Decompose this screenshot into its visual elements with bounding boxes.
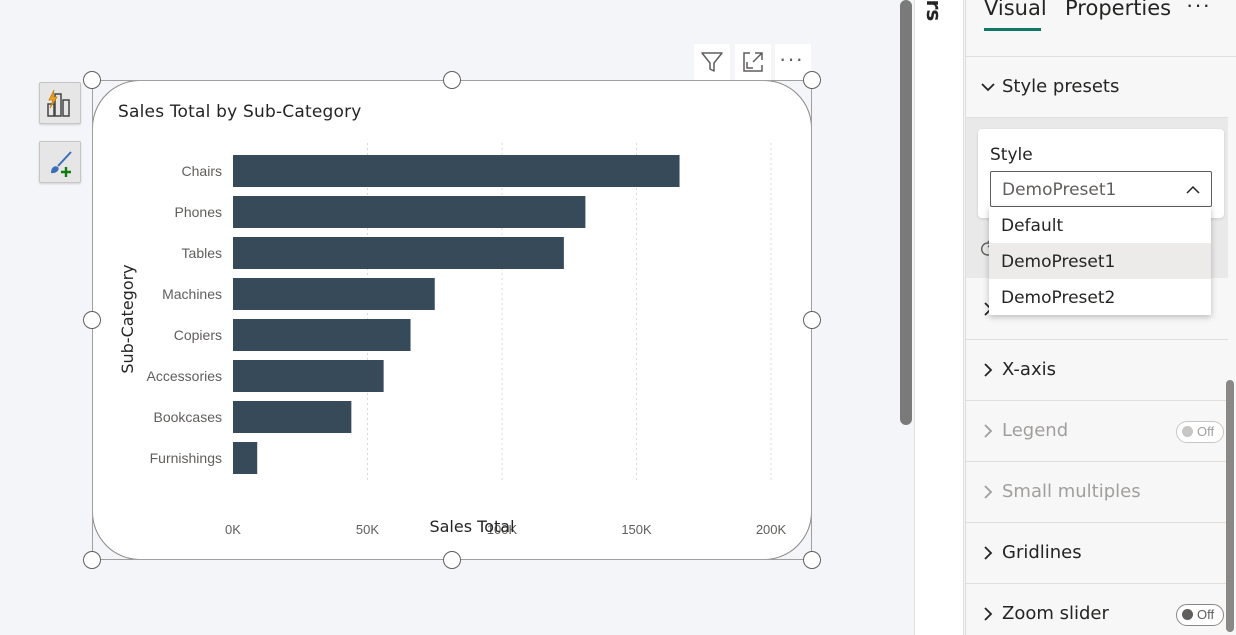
x-axis-title: Sales Total bbox=[429, 517, 514, 536]
section-label: Small multiples bbox=[1002, 481, 1141, 502]
bar bbox=[233, 155, 680, 187]
section-style-presets[interactable]: Style presets bbox=[966, 57, 1228, 118]
more-options-icon: ··· bbox=[779, 46, 804, 71]
canvas-scrollbar[interactable] bbox=[900, 0, 912, 425]
section-zoom-slider[interactable]: Zoom slider Off bbox=[966, 584, 1228, 635]
chart-svg: 0K 50K 100K 150K 200K Chairs Phones Tables Machi… bbox=[118, 143, 787, 537]
report-canvas[interactable]: ··· Sales Total by Sub-Category 0K 50K 100… bbox=[0, 0, 898, 635]
toggle-knob bbox=[1182, 426, 1193, 437]
format-pane-tabs: Visual Properties ··· bbox=[966, 0, 1236, 57]
y-tick-label: Chairs bbox=[182, 163, 222, 179]
bar bbox=[233, 319, 411, 351]
x-tick-label: 100K bbox=[487, 522, 518, 537]
resize-handle-left[interactable] bbox=[83, 311, 101, 329]
dropdown-option-selected[interactable]: DemoPreset1 bbox=[989, 243, 1211, 279]
y-tick-label: Copiers bbox=[174, 327, 222, 343]
section-label: Gridlines bbox=[1002, 542, 1082, 563]
section-gridlines[interactable]: Gridlines bbox=[966, 523, 1228, 584]
style-card: Style DemoPreset1 bbox=[978, 129, 1224, 218]
dropdown-option[interactable]: DemoPreset2 bbox=[1001, 288, 1116, 308]
filter-button[interactable] bbox=[694, 44, 730, 80]
style-dropdown[interactable]: DemoPreset1 bbox=[990, 171, 1212, 207]
bar-chart-visual[interactable]: Sales Total by Sub-Category 0K 50K 100K 150… bbox=[92, 80, 812, 560]
tab-properties[interactable]: Properties bbox=[1065, 0, 1172, 20]
section-label: Style presets bbox=[1002, 76, 1120, 97]
format-visual-icon bbox=[51, 151, 72, 177]
bar bbox=[233, 237, 564, 269]
build-visual-button[interactable] bbox=[39, 82, 81, 124]
chevron-right-icon bbox=[984, 363, 993, 377]
format-pane-scrollbar[interactable] bbox=[1226, 380, 1234, 632]
chevron-right-icon bbox=[984, 607, 993, 621]
y-tick-label: Tables bbox=[182, 245, 222, 261]
chevron-down-icon bbox=[981, 83, 995, 92]
zoom-slider-toggle[interactable]: Off bbox=[1176, 604, 1224, 626]
section-label: X-axis bbox=[1002, 359, 1056, 380]
section-label: Legend bbox=[1002, 420, 1069, 441]
bar bbox=[233, 196, 586, 228]
chart-title: Sales Total by Sub-Category bbox=[118, 102, 362, 122]
legend-toggle[interactable]: Off bbox=[1176, 421, 1224, 443]
section-label: Zoom slider bbox=[1002, 603, 1109, 624]
filter-icon bbox=[701, 52, 723, 72]
chevron-up-icon bbox=[1186, 185, 1200, 194]
focus-mode-icon bbox=[743, 52, 763, 72]
bar bbox=[233, 442, 258, 474]
toggle-label: Off bbox=[1197, 607, 1215, 622]
section-x-axis[interactable]: X-axis bbox=[966, 340, 1228, 401]
chevron-right-icon bbox=[984, 485, 993, 499]
y-tick-label: Accessories bbox=[147, 368, 222, 384]
y-axis-title: Sub-Category bbox=[118, 264, 137, 373]
section-legend[interactable]: Legend Off bbox=[966, 401, 1228, 462]
build-visual-icon bbox=[47, 89, 70, 117]
filters-pane-label: ers bbox=[922, 0, 946, 22]
format-pane: Visual Properties ··· Style presets Styl… bbox=[965, 0, 1236, 635]
resize-handle-bottom-right[interactable] bbox=[803, 551, 821, 569]
focus-mode-button[interactable] bbox=[735, 44, 771, 80]
x-tick-label: 150K bbox=[621, 522, 652, 537]
resize-handle-bottom[interactable] bbox=[443, 551, 461, 569]
more-options-icon[interactable]: ··· bbox=[1186, 0, 1211, 17]
toggle-knob bbox=[1182, 609, 1193, 620]
x-tick-label: 200K bbox=[756, 522, 787, 537]
filters-pane-collapsed[interactable] bbox=[914, 0, 964, 635]
x-tick-label: 0K bbox=[225, 522, 241, 537]
resize-handle-top-left[interactable] bbox=[83, 71, 101, 89]
bar bbox=[233, 278, 435, 310]
style-field-label: Style bbox=[990, 145, 1033, 165]
section-small-multiples[interactable]: Small multiples bbox=[966, 462, 1228, 523]
chevron-right-icon bbox=[984, 424, 993, 438]
format-visual-button[interactable] bbox=[39, 141, 81, 183]
dropdown-option[interactable]: Default bbox=[1001, 216, 1064, 236]
resize-handle-top-right[interactable] bbox=[803, 71, 821, 89]
tab-visual-active-indicator bbox=[984, 28, 1041, 31]
chevron-right-icon bbox=[984, 546, 993, 560]
style-dropdown-list: Default DemoPreset1 DemoPreset2 bbox=[989, 207, 1211, 315]
y-tick-label: Phones bbox=[175, 204, 222, 220]
resize-handle-top[interactable] bbox=[443, 71, 461, 89]
tab-visual[interactable]: Visual bbox=[984, 0, 1047, 20]
y-tick-label: Bookcases bbox=[154, 409, 222, 425]
bar bbox=[233, 401, 352, 433]
resize-handle-bottom-left[interactable] bbox=[83, 551, 101, 569]
toggle-label: Off bbox=[1197, 424, 1215, 439]
x-tick-label: 50K bbox=[356, 522, 379, 537]
y-tick-label: Machines bbox=[162, 286, 222, 302]
y-tick-label: Furnishings bbox=[150, 450, 222, 466]
style-dropdown-value: DemoPreset1 bbox=[1002, 180, 1117, 200]
resize-handle-right[interactable] bbox=[803, 311, 821, 329]
bar bbox=[233, 360, 384, 392]
